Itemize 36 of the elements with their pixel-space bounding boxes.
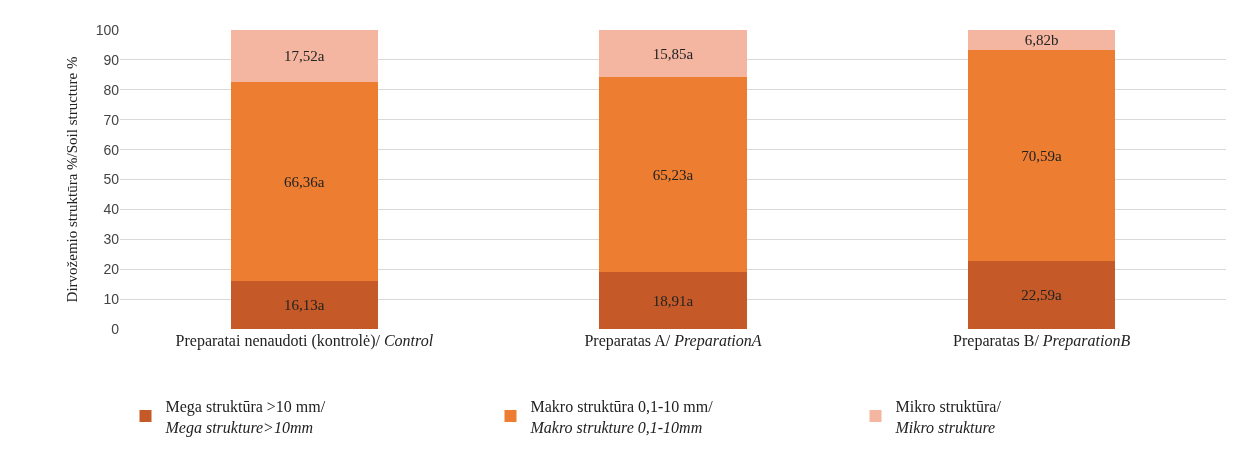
data-label: 6,82b — [1024, 32, 1059, 49]
y-tick-label: 40 — [103, 201, 120, 218]
bar — [599, 30, 747, 78]
bar — [230, 82, 379, 281]
bar — [230, 280, 379, 329]
y-tick-label: 90 — [103, 51, 120, 68]
y-tick-label: 70 — [103, 111, 120, 128]
legend-label: Mega struktūra >10 mm/ Mega strukture>10mm — [164, 397, 326, 437]
x-tick-label: Preparatai nenaudoti (kontrolė)/ Control — [175, 332, 434, 350]
bar — [967, 261, 1116, 329]
bar — [967, 30, 1116, 51]
legend-label: Mikro struktūra/ Mikro strukture — [894, 397, 1002, 436]
y-tick-label: 60 — [103, 141, 120, 158]
bar — [599, 272, 747, 329]
data-label: 18,91a — [652, 292, 694, 309]
data-label: 70,59a — [1021, 147, 1063, 164]
data-label: 17,52a — [283, 48, 325, 65]
x-tick-label: Preparatas A/ PreparationA — [584, 332, 762, 350]
data-label: 65,23a — [652, 166, 694, 183]
y-tick-label: 80 — [103, 81, 120, 98]
y-tick-label: 20 — [103, 261, 120, 278]
bar — [230, 30, 379, 83]
y-tick-label: 30 — [103, 231, 120, 248]
data-label: 15,85a — [652, 45, 694, 62]
data-label: 16,13a — [283, 296, 325, 313]
bar — [599, 77, 747, 273]
y-tick-label: 0 — [111, 320, 120, 337]
y-axis-title: Dirvožemio struktūra %/Soil structure % — [63, 56, 80, 303]
data-label: 66,36a — [283, 173, 325, 190]
y-tick-label: 10 — [103, 291, 120, 307]
bar — [967, 50, 1116, 262]
x-tick-label: Preparatas B/ PreparationB — [953, 332, 1131, 350]
y-tick-label: 50 — [103, 171, 120, 188]
legend-label: Makro struktūra 0,1-10 mm/ Makro strukture 0,1-10mm — [529, 397, 714, 436]
data-label: 22,59a — [1021, 287, 1063, 304]
y-tick-label: 100 — [95, 21, 120, 38]
